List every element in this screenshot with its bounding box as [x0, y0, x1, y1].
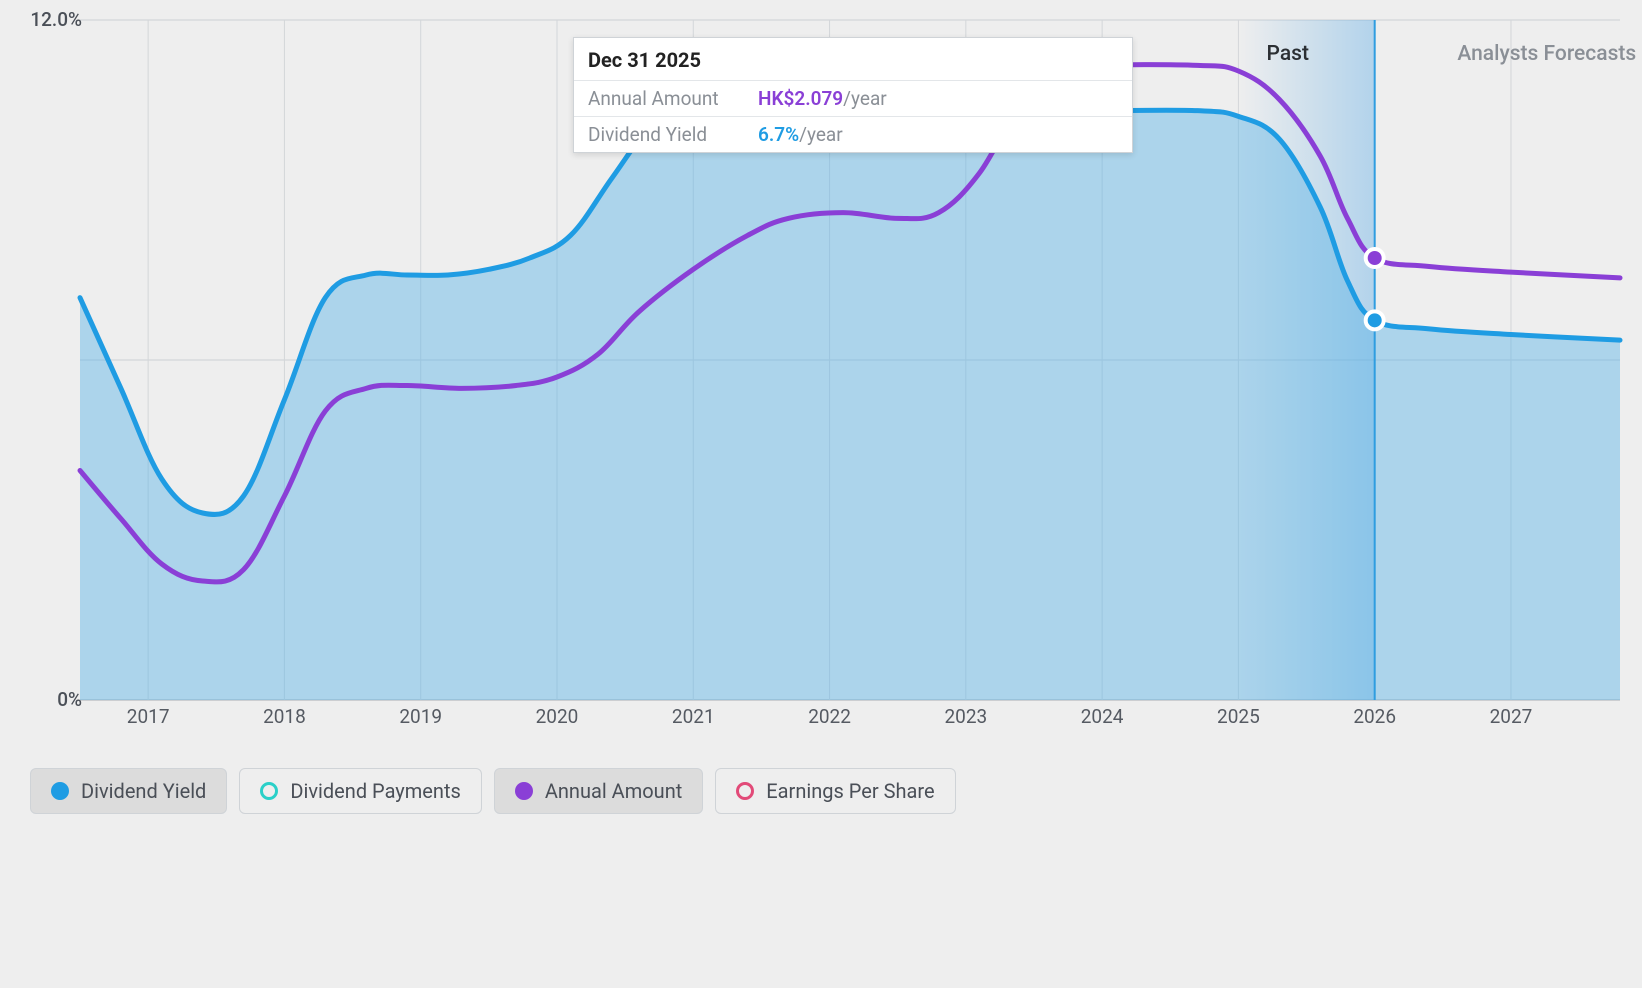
x-tick-label: 2026	[1335, 705, 1415, 728]
tooltip-date: Dec 31 2025	[574, 38, 1132, 81]
tooltip-row-value: 6.7%	[758, 123, 799, 146]
legend-swatch-icon	[260, 782, 278, 800]
x-tick-label: 2022	[790, 705, 870, 728]
tooltip-row-key: Annual Amount	[588, 87, 758, 110]
y-tick-label: 12.0%	[12, 8, 82, 31]
legend-item-annual_amount[interactable]: Annual Amount	[494, 768, 703, 814]
legend-swatch-icon	[51, 782, 69, 800]
x-tick-label: 2024	[1062, 705, 1142, 728]
tooltip-row-value: HK$2.079	[758, 87, 843, 110]
x-tick-label: 2020	[517, 705, 597, 728]
legend-item-dividend_yield[interactable]: Dividend Yield	[30, 768, 227, 814]
legend-label: Annual Amount	[545, 779, 682, 803]
legend-item-earnings_per_share[interactable]: Earnings Per Share	[715, 768, 955, 814]
legend-label: Earnings Per Share	[766, 779, 934, 803]
tooltip-row: Annual AmountHK$2.079/year	[574, 81, 1132, 117]
legend-swatch-icon	[515, 782, 533, 800]
tooltip-row-suffix: /year	[843, 87, 887, 110]
legend-item-dividend_payments[interactable]: Dividend Payments	[239, 768, 481, 814]
x-tick-label: 2017	[108, 705, 188, 728]
x-tick-label: 2025	[1198, 705, 1278, 728]
legend-label: Dividend Payments	[290, 779, 460, 803]
x-tick-label: 2018	[244, 705, 324, 728]
x-tick-label: 2027	[1471, 705, 1551, 728]
chart-stage: 0% 12.0% 2017 2018 2019 2020 2021 2022 2023 2024…	[0, 0, 1642, 988]
tooltip-row-key: Dividend Yield	[588, 123, 758, 146]
chart-tooltip: Dec 31 2025 Annual AmountHK$2.079/yearDi…	[573, 37, 1133, 153]
legend-swatch-icon	[736, 782, 754, 800]
tooltip-row: Dividend Yield6.7%/year	[574, 117, 1132, 152]
future-label: Analysts Forecasts	[1457, 42, 1636, 66]
past-label: Past	[1267, 42, 1309, 66]
y-tick-label: 0%	[12, 688, 82, 711]
tooltip-row-suffix: /year	[799, 123, 843, 146]
x-tick-label: 2019	[381, 705, 461, 728]
legend-label: Dividend Yield	[81, 779, 206, 803]
x-tick-label: 2021	[653, 705, 733, 728]
x-tick-label: 2023	[926, 705, 1006, 728]
chart-legend: Dividend Yield Dividend Payments Annual Am…	[30, 768, 956, 814]
